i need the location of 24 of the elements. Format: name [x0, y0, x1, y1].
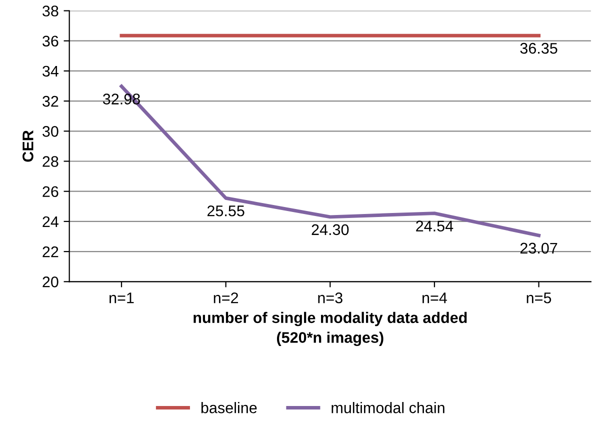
y-tick-label: 34	[42, 66, 58, 77]
y-tick-label: 32	[42, 96, 58, 107]
data-label: 36.35	[520, 42, 558, 54]
x-axis-title: number of single modality data added (520*n images)	[194, 312, 467, 346]
y-tick-label: 20	[42, 276, 58, 288]
y-axis-title: CER	[22, 130, 34, 162]
x-tick-label: n=1	[110, 292, 134, 304]
y-tick-label: 28	[42, 156, 58, 167]
x-tick-label: n=3	[318, 292, 342, 304]
data-label: 24.54	[416, 220, 454, 232]
x-tick-label: n=4	[422, 292, 447, 304]
y-tick-label: 26	[42, 186, 58, 198]
x-tick-label: n=5	[526, 292, 552, 304]
y-tick-label: 38	[42, 6, 58, 16]
data-label: 25.55	[207, 205, 244, 216]
legend-label: baseline	[201, 402, 257, 414]
legend-label: multimodal chain	[332, 402, 444, 414]
y-tick-label: 36	[42, 36, 58, 47]
data-label: 23.07	[520, 242, 558, 254]
y-tick-label: 24	[42, 216, 58, 227]
y-tick-label: 22	[42, 246, 58, 258]
y-tick-label: 30	[42, 126, 58, 137]
data-label: 24.30	[312, 224, 349, 236]
x-tick-label: n=2	[214, 292, 238, 304]
